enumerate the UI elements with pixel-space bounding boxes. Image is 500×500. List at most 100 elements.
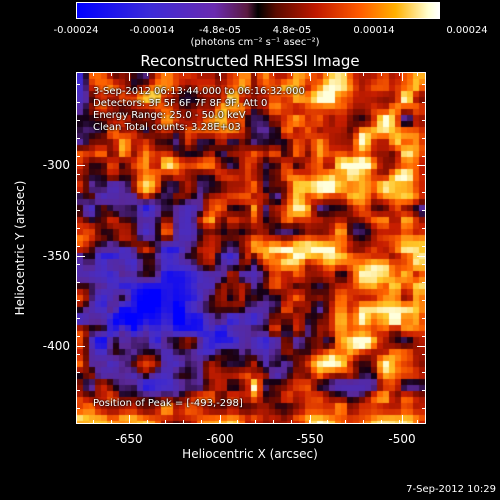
tick-mark [381,420,382,423]
tick-mark [422,228,425,229]
tick-mark [77,318,80,319]
tick-mark [345,73,346,76]
tick-mark [417,346,425,347]
energy-range-label: Energy Range: 25.0 - 50.0 keV [93,110,246,121]
tick-mark [291,73,292,76]
tick-mark [201,420,202,423]
tick-mark [77,354,80,355]
tick-mark [399,73,400,76]
tick-mark [417,165,425,166]
tick-mark [220,73,221,81]
tick-mark [77,372,80,373]
tick-mark [77,282,80,283]
time-range-label: 3-Sep-2012 06:13:44.000 to 06:16:32.000 [93,86,305,97]
tick-mark [77,156,80,157]
tick-mark [77,256,85,257]
image-plot: 3-Sep-2012 06:13:44.000 to 06:16:32.000 … [76,72,426,424]
tick-mark [77,210,80,211]
tick-mark [309,420,310,423]
tick-mark [237,420,238,423]
x-tick-label: -600 [206,432,234,446]
colorbar-tick-label: -0.00024 [53,25,99,36]
tick-mark [309,73,310,76]
tick-mark [417,256,425,257]
tick-mark [273,73,274,76]
timestamp: 7-Sep-2012 10:29 [406,484,496,495]
tick-mark [422,138,425,139]
tick-mark [77,246,80,247]
tick-mark [77,165,85,166]
tick-mark [183,73,184,76]
tick-mark [147,420,148,423]
y-tick-label: -350 [42,249,70,263]
tick-mark [399,420,400,423]
tick-mark [345,420,346,423]
image-title: Reconstructed RHESSI Image [140,52,360,70]
tick-mark [183,420,184,423]
y-tick-label: -300 [42,158,70,172]
tick-mark [381,73,382,76]
colorbar-tick-label: 0.00014 [353,25,395,36]
colorbar-tick-label: -4.8e-05 [199,25,241,36]
tick-mark [77,228,80,229]
tick-mark [422,336,425,337]
tick-mark [77,346,85,347]
tick-mark [77,192,80,193]
tick-mark [77,336,80,337]
tick-mark [422,264,425,265]
tick-mark [93,73,94,76]
tick-mark [422,390,425,391]
tick-mark [422,318,425,319]
tick-mark [402,73,403,81]
tick-mark [291,420,292,423]
y-axis-label: Heliocentric Y (arcsec) [13,180,27,316]
tick-mark [417,73,418,76]
tick-mark [310,73,311,81]
tick-mark [129,420,130,423]
tick-mark [310,415,311,423]
x-tick-label: -550 [296,432,324,446]
detectors-label: Detectors: 3F 5F 6F 7F 8F 9F, Att 0 [93,98,268,109]
tick-mark [255,73,256,76]
y-tick-label: -400 [42,339,70,353]
peak-position-label: Position of Peak = [-493,-298] [93,398,243,409]
tick-mark [422,354,425,355]
x-tick-label: -500 [388,432,416,446]
x-axis-label: Heliocentric X (arcsec) [182,447,318,461]
tick-mark [165,73,166,76]
tick-mark [422,102,425,103]
tick-mark [147,73,148,76]
tick-mark [422,120,425,121]
tick-mark [422,300,425,301]
tick-mark [77,84,80,85]
tick-mark [422,156,425,157]
tick-mark [77,102,80,103]
tick-mark [111,73,112,76]
tick-mark [422,246,425,247]
tick-mark [422,192,425,193]
heatmap-image [77,73,425,423]
clean-counts-label: Clean Total counts: 3.28E+03 [93,122,241,133]
tick-mark [417,420,418,423]
tick-mark [422,84,425,85]
tick-mark [219,73,220,76]
tick-mark [422,282,425,283]
tick-mark [327,420,328,423]
tick-mark [422,408,425,409]
tick-mark [77,408,80,409]
tick-mark [129,415,130,423]
tick-mark [77,264,80,265]
tick-mark [363,73,364,76]
tick-mark [220,415,221,423]
colorbar-tick-label: 4.8e-05 [272,25,312,36]
tick-mark [219,420,220,423]
tick-mark [77,120,80,121]
tick-mark [111,420,112,423]
colorbar [76,2,440,19]
tick-mark [273,420,274,423]
tick-mark [422,174,425,175]
tick-mark [165,420,166,423]
tick-mark [77,390,80,391]
tick-mark [422,372,425,373]
tick-mark [93,420,94,423]
